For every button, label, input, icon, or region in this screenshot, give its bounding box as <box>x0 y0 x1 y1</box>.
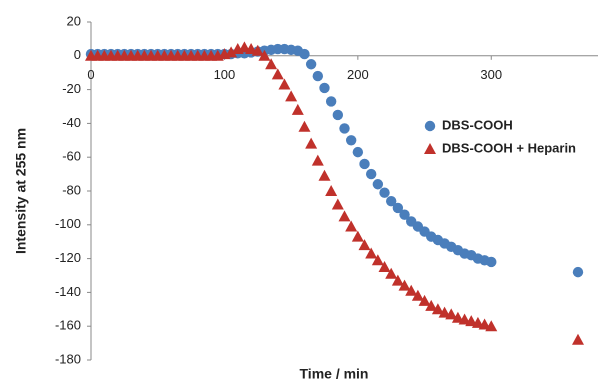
point <box>378 261 391 273</box>
y-tick-label: -60 <box>62 149 81 164</box>
point <box>312 70 324 82</box>
point <box>465 315 478 327</box>
point <box>365 247 378 259</box>
point <box>338 210 351 222</box>
y-tick-label: 20 <box>67 13 81 28</box>
point <box>258 49 271 61</box>
point <box>571 333 584 345</box>
point <box>411 289 424 301</box>
point <box>265 58 278 70</box>
point <box>285 90 298 102</box>
point <box>318 169 331 181</box>
x-tick-label: 0 <box>87 67 94 82</box>
point <box>371 254 384 266</box>
point <box>311 154 324 166</box>
legend-marker <box>424 143 436 154</box>
point <box>331 198 344 210</box>
point <box>298 120 311 132</box>
point <box>385 267 398 279</box>
x-tick-label: 300 <box>480 67 502 82</box>
point <box>471 316 484 328</box>
point <box>245 43 258 55</box>
point <box>251 44 264 56</box>
point <box>345 220 358 232</box>
point <box>391 274 404 286</box>
point <box>418 294 431 306</box>
point <box>405 284 418 296</box>
point <box>478 318 491 330</box>
point <box>445 308 458 320</box>
legend-label: DBS-COOH <box>442 117 513 132</box>
point <box>225 46 238 58</box>
point <box>278 78 291 90</box>
y-tick-label: -140 <box>55 284 81 299</box>
point <box>458 313 471 325</box>
x-axis-label: Time / min <box>300 366 369 382</box>
point <box>325 185 338 196</box>
point <box>339 123 350 134</box>
y-axis-label: Intensity at 255 nm <box>13 128 29 254</box>
point <box>425 299 438 311</box>
point <box>319 82 330 94</box>
point <box>291 103 304 115</box>
point <box>271 68 284 80</box>
point <box>485 320 498 332</box>
point <box>431 303 444 315</box>
x-tick-label: 100 <box>214 67 236 82</box>
y-tick-label: -180 <box>55 351 81 366</box>
legend-marker <box>424 120 436 132</box>
y-tick-label: -120 <box>55 250 81 265</box>
point <box>451 311 464 323</box>
y-tick-label: -80 <box>62 182 81 197</box>
point <box>365 168 377 180</box>
point <box>305 59 317 70</box>
point <box>385 195 397 207</box>
point <box>299 48 310 60</box>
point <box>325 96 337 107</box>
y-tick-label: -20 <box>62 81 81 96</box>
point <box>238 41 251 53</box>
point <box>345 135 357 146</box>
point <box>438 306 451 318</box>
point <box>398 279 411 291</box>
y-tick-label: -160 <box>55 318 81 333</box>
legend-label: DBS-COOH + Heparin <box>442 140 576 155</box>
y-tick-label: -100 <box>55 216 81 231</box>
point <box>332 109 344 121</box>
x-tick-label: 200 <box>347 67 369 82</box>
y-tick-label: -40 <box>62 115 81 130</box>
point <box>399 209 410 220</box>
point <box>379 187 390 198</box>
point <box>372 179 384 190</box>
point <box>305 137 318 149</box>
point <box>486 256 497 268</box>
point <box>359 158 370 170</box>
y-tick-label: 0 <box>74 47 81 62</box>
point <box>351 230 364 242</box>
point <box>392 202 404 214</box>
point <box>572 266 584 278</box>
point <box>358 239 371 251</box>
point <box>352 146 364 158</box>
